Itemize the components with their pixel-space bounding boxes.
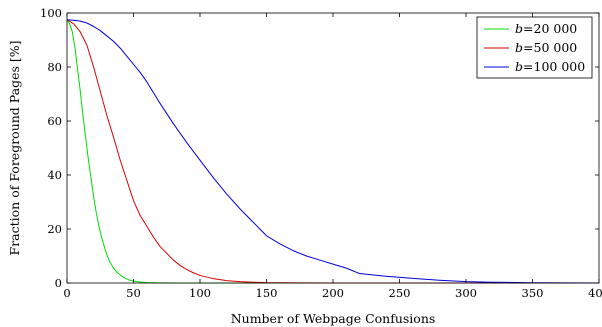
- x-tick-label: 400: [588, 286, 602, 300]
- y-tick-label: 40: [47, 168, 62, 182]
- x-tick-label: 100: [189, 286, 211, 300]
- series-line-1: [66, 19, 599, 284]
- legend-label-1: b=20 000: [515, 21, 577, 36]
- legend-label-3: b=100 000: [515, 59, 585, 74]
- chart-marks: [66, 19, 600, 284]
- legend: b=20 000 b=50 000 b=100 000: [476, 16, 593, 79]
- y-tick-label: 0: [55, 276, 62, 290]
- y-tick-label: 80: [47, 60, 62, 74]
- x-tick-label: 150: [256, 286, 278, 300]
- x-axis-label: Number of Webpage Confusions: [231, 311, 436, 326]
- y-tick-label: 100: [40, 6, 62, 20]
- series-line-3: [66, 19, 600, 284]
- y-tick-label: 20: [47, 222, 62, 236]
- x-tick-label: 350: [522, 286, 544, 300]
- x-tick-label: 200: [322, 286, 344, 300]
- y-axis-label: Fraction of Foreground Pages [%]: [7, 41, 22, 256]
- axis-ticks: 0 50 100 150 200 250 300 350 400 0 20 40 60 80 100: [40, 6, 602, 300]
- x-tick-label: 0: [63, 286, 70, 300]
- x-tick-label: 250: [389, 286, 411, 300]
- y-tick-label: 60: [47, 114, 62, 128]
- series-line-2: [66, 19, 599, 284]
- x-tick-label: 300: [455, 286, 477, 300]
- legend-label-2: b=50 000: [515, 40, 577, 55]
- x-tick-label: 50: [126, 286, 141, 300]
